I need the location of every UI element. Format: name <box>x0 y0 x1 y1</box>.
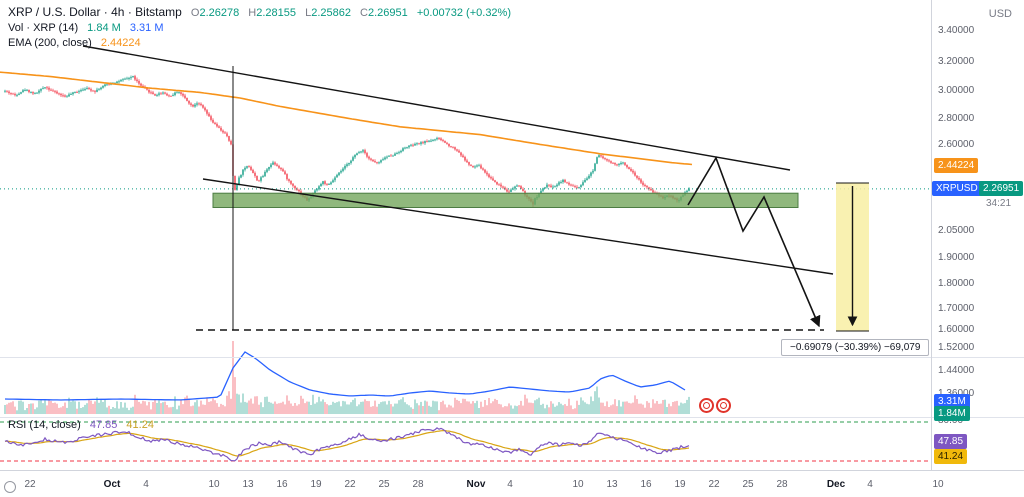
lower-trendline[interactable] <box>202 178 834 275</box>
price-tick-label: 3.40000 <box>938 25 975 36</box>
high-value: 2.28155 <box>256 7 297 19</box>
change-value: +0.00732 (+0.32%) <box>416 7 511 19</box>
axis-currency-label[interactable]: USD <box>988 8 1012 20</box>
time-tick-label: 16 <box>276 479 288 490</box>
price-tick-label: 1.44000 <box>938 365 975 376</box>
time-tick-label: Nov <box>466 479 486 490</box>
rsi-ma-value: 41.24 <box>126 419 154 431</box>
price-tick-label: 1.80000 <box>938 278 975 289</box>
time-tick-label: 22 <box>344 479 356 490</box>
volume-current-badge: 1.84M <box>934 406 970 421</box>
high-label: H <box>248 7 257 19</box>
volume-indicator-label[interactable]: Vol · XRP (14) <box>8 22 79 34</box>
ema-value: 2.44224 <box>100 37 141 49</box>
low-value: 2.25862 <box>311 7 351 19</box>
rsi-line <box>4 427 690 462</box>
rsi-value: 47.85 <box>89 419 118 431</box>
bar-countdown: 34:21 <box>986 198 1012 209</box>
time-tick-label: 19 <box>674 479 686 490</box>
price-range-measure-label[interactable]: −0.69079 (−30.39%) −69,079 <box>781 339 930 356</box>
close-label: C <box>360 7 368 19</box>
time-tick-label: 16 <box>640 479 652 490</box>
price-tick-label: 1.36000 <box>938 388 974 399</box>
volume-ma-line <box>4 351 686 401</box>
ema-indicator-label[interactable]: EMA (200, close) <box>8 37 92 49</box>
symbol-badge: XRPUSD <box>932 181 982 196</box>
support-zone[interactable] <box>212 192 799 208</box>
legend: XRP / U.S. Dollar · 4h · Bitstamp O2.262… <box>8 5 511 51</box>
price-tick-label: 1.70000 <box>938 303 975 314</box>
volume-layer <box>4 341 690 414</box>
open-value: 2.26278 <box>199 7 240 19</box>
rsi-indicator-label[interactable]: RSI (14, close) <box>8 419 81 431</box>
rsi-value-badge: 47.85 <box>934 434 968 449</box>
rsi-legend: RSI (14, close) 47.85 41.24 <box>8 419 154 431</box>
symbol-title[interactable]: XRP / U.S. Dollar · 4h · Bitstamp <box>8 5 182 19</box>
time-tick-label: 10 <box>208 479 220 490</box>
ema-line <box>0 71 693 166</box>
time-tick-label: Oct <box>103 479 121 490</box>
open-label: O <box>190 7 200 19</box>
time-tick-label: 28 <box>776 479 788 490</box>
price-tick-label: 2.60000 <box>938 139 975 150</box>
prohibited-sticker-icon[interactable] <box>716 398 731 413</box>
candles-layer <box>4 74 690 208</box>
time-tick-label: 22 <box>708 479 720 490</box>
volume-indicator-row: Vol · XRP (14) 1.84 M 3.31 M <box>8 21 511 36</box>
ema-price-badge: 2.44224 <box>934 158 979 173</box>
price-tick-label: 1.90000 <box>938 252 975 263</box>
symbol-title-row: XRP / U.S. Dollar · 4h · Bitstamp O2.262… <box>8 5 511 21</box>
time-tick-label: 10 <box>932 479 944 490</box>
time-tick-label: 13 <box>242 479 254 490</box>
projection-arrow[interactable] <box>687 156 821 328</box>
time-tick-label: 10 <box>572 479 584 490</box>
ema-indicator-row: EMA (200, close) 2.44224 <box>8 36 511 51</box>
volume-ma-value: 3.31 M <box>129 22 164 34</box>
close-value: 2.26951 <box>367 7 408 19</box>
price-tick-label: 2.05000 <box>938 225 975 236</box>
price-tick-label: 3.20000 <box>938 56 975 67</box>
time-tick-label: 4 <box>507 479 513 490</box>
last-price-badge: 2.26951 <box>979 181 1024 196</box>
time-tick-label: 13 <box>606 479 618 490</box>
volume-ma-badge: 3.31M <box>934 394 970 409</box>
low-label: L <box>305 7 312 19</box>
volume-current-value: 1.84 M <box>87 22 121 34</box>
price-tick-label: 2.80000 <box>938 113 975 124</box>
rsi-ma-badge: 41.24 <box>934 449 968 464</box>
prohibited-sticker-icon[interactable] <box>699 398 714 413</box>
time-tick-label: 4 <box>143 479 149 490</box>
time-tick-label: 19 <box>310 479 322 490</box>
price-tick-label: 1.52000 <box>938 342 975 353</box>
time-tick-label: 25 <box>378 479 390 490</box>
time-tick-label: 25 <box>742 479 754 490</box>
price-tick-label: 3.00000 <box>938 85 975 96</box>
time-tick-label: 22 <box>24 479 36 490</box>
upper-trendline[interactable] <box>82 45 791 171</box>
time-tick-label: 4 <box>867 479 873 490</box>
tradingview-logo-icon[interactable] <box>4 481 16 493</box>
time-tick-label: Dec <box>826 479 846 490</box>
time-tick-label: 28 <box>412 479 424 490</box>
price-tick-label: 1.60000 <box>938 324 975 335</box>
